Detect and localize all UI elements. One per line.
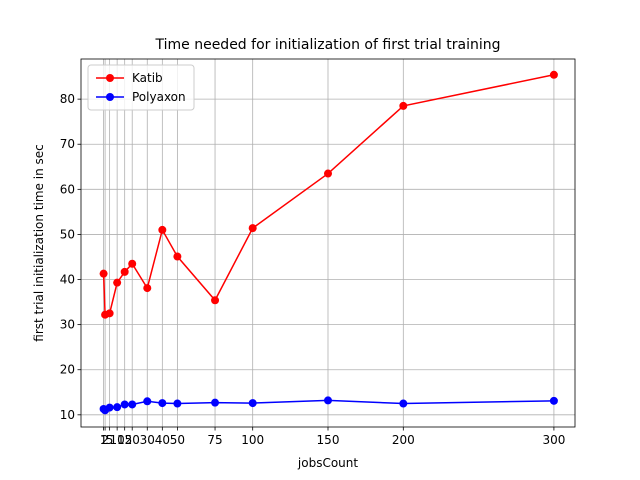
x-tick-label: 20	[125, 433, 140, 447]
y-tick-label: 10	[60, 408, 75, 422]
y-axis-label: first trial initialization time in sec	[32, 144, 46, 341]
y-tick-label: 80	[60, 92, 75, 106]
x-tick-label: 10	[110, 433, 125, 447]
data-point	[399, 101, 408, 110]
legend-label: Polyaxon	[132, 90, 186, 104]
data-point	[173, 399, 182, 408]
legend-box	[87, 64, 195, 111]
data-point	[143, 397, 152, 406]
x-tick-label: 1	[100, 433, 108, 447]
y-tick-label: 60	[60, 182, 75, 196]
plot-frame	[80, 58, 576, 428]
data-point	[399, 399, 408, 408]
x-tick-label: 5	[106, 433, 114, 447]
x-tick-label: 30	[140, 433, 155, 447]
data-point	[143, 284, 152, 293]
data-point	[99, 269, 108, 278]
data-point	[120, 400, 129, 409]
x-tick-label: 2	[101, 433, 109, 447]
chart-title: Time needed for initialization of first …	[155, 37, 501, 53]
data-point	[158, 225, 167, 234]
legend-label: Katib	[132, 71, 163, 85]
legend: Katib Polyaxon	[87, 64, 195, 111]
data-point	[248, 224, 257, 233]
data-point	[324, 396, 332, 405]
x-axis-label: jobsCount	[297, 456, 358, 470]
x-tick-label: 300	[542, 433, 565, 447]
data-point	[120, 267, 129, 276]
y-tick-label: 20	[60, 363, 75, 377]
data-point	[113, 278, 122, 287]
data-point	[105, 403, 114, 412]
data-point	[105, 309, 114, 318]
data-point	[549, 70, 558, 79]
data-point	[324, 169, 332, 178]
x-tick-label: 40	[155, 433, 170, 447]
data-point	[549, 396, 558, 405]
data-point	[113, 403, 122, 412]
y-tick-label: 40	[60, 273, 75, 287]
data-point	[173, 252, 182, 261]
y-tick-label: 70	[60, 137, 75, 151]
x-tick-label: 200	[392, 433, 415, 447]
series-line	[102, 74, 555, 316]
y-tick-label: 50	[60, 227, 75, 241]
y-tick-label: 30	[60, 318, 75, 332]
x-tick-label: 50	[170, 433, 185, 447]
data-point	[248, 399, 257, 408]
data-point	[128, 400, 137, 409]
x-tick-label: 15	[117, 433, 132, 447]
legend-marker	[106, 74, 114, 82]
data-point	[158, 399, 167, 408]
x-tick-label: 100	[241, 433, 264, 447]
data-point	[211, 296, 220, 305]
legend-marker	[106, 93, 114, 101]
data-point	[128, 259, 137, 268]
x-tick-label: 75	[207, 433, 222, 447]
data-point	[211, 398, 220, 407]
x-tick-label: 150	[317, 433, 340, 447]
